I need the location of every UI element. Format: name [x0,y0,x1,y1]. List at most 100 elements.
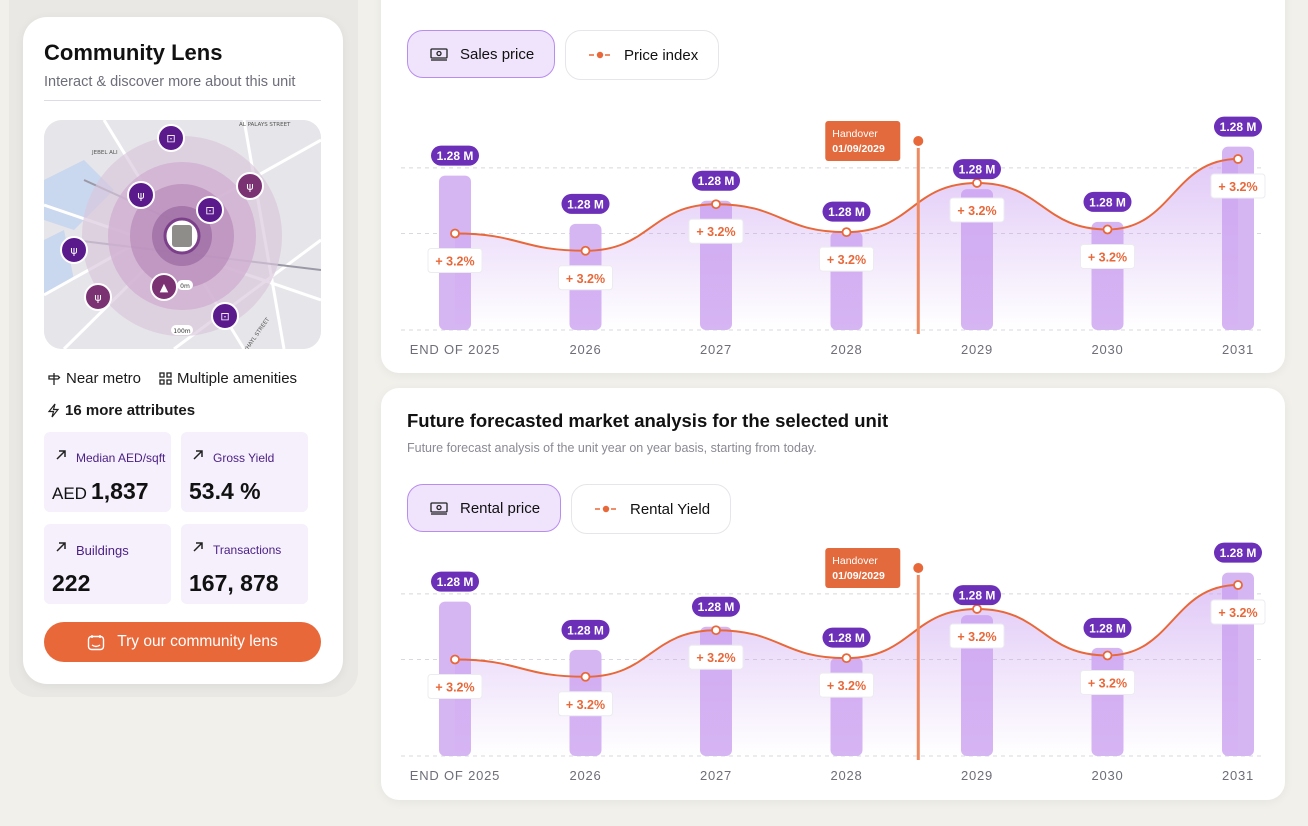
value-label: 1.28 M [567,197,604,211]
handover-dot [911,561,926,575]
percent-label: + 3.2% [827,253,866,267]
toggle-rental-yield[interactable]: Rental Yield [571,484,732,534]
value-label: 1.28 M [698,174,735,188]
value-pill [822,627,871,648]
value-label: 1.28 M [437,575,474,589]
value-label: 1.28 M [959,163,996,177]
value-label: 1.28 M [698,600,735,614]
value-pill [561,619,610,640]
stat-buildings[interactable]: Buildings 222 [44,524,171,604]
percent-label: + 3.2% [1218,606,1257,620]
stat-value: 222 [52,570,91,596]
stat-value: 167, 878 [189,570,279,596]
percent-label-box [688,218,744,244]
category-label: 2026 [569,342,601,357]
stat-value: 53.4 % [189,478,261,504]
value-label: 1.28 M [828,631,865,645]
community-lens-subtitle: Interact & discover more about this unit [44,74,296,90]
category-label: 2028 [830,768,862,783]
stat-label: Transactions [213,543,282,557]
category-label: 2029 [961,768,993,783]
value-pill [692,170,740,191]
rental-price-chart[interactable]: Handover 01/09/2029 + 3.2% 1.28 M END OF 202… [381,388,1285,800]
percent-label: + 3.2% [1088,250,1127,264]
percent-label: + 3.2% [957,204,996,218]
more-attributes-link[interactable]: 16 more attributes [47,402,195,419]
category-label: 2026 [569,768,601,783]
percent-label-box [558,691,613,717]
percent-label-box [558,265,613,291]
percent-label: + 3.2% [566,698,605,712]
value-label: 1.28 M [567,623,604,637]
value-label: 1.28 M [1220,546,1257,560]
category-label: 2027 [700,342,732,357]
svg-text:▲: ▲ [160,281,169,294]
rental-forecast-panel: Future forecasted market analysis for th… [381,388,1285,800]
sales-price-chart[interactable]: Handover 01/09/2029 + 3.2% 1.28 M END OF 202… [381,0,1285,373]
category-label: 2027 [700,768,732,783]
panel-title: Future forecasted market analysis for th… [407,410,889,431]
svg-text:ψ: ψ [137,189,144,202]
line-point [450,654,460,665]
toggle-label: Sales price [460,45,535,63]
toggle-price-index[interactable]: Price index [565,30,720,80]
more-attributes-label: 16 more attributes [65,402,196,419]
line-area [455,585,1238,756]
value-label: 1.28 M [828,205,865,219]
handover-label: Handover [832,128,878,140]
percent-label: + 3.2% [696,651,735,665]
arrow-up-right-icon [193,542,203,552]
percent-label-box [427,247,483,273]
try-community-lens-button[interactable]: Try our community lens [44,622,321,662]
value-pill [822,201,871,222]
svg-text:⊡: ⊡ [205,204,214,217]
percent-label: + 3.2% [957,630,996,644]
line-point [1102,224,1113,235]
line-point [711,625,721,636]
line-legend-icon [589,51,611,59]
toggle-rental-price[interactable]: Rental price [407,484,562,532]
category-label: 2028 [830,342,862,357]
line-point [711,199,721,210]
grid-icon [159,372,172,385]
stat-label: Buildings [76,543,129,558]
feature-near-metro: Near metro [47,370,141,387]
toggle-sales-price[interactable]: Sales price [407,30,556,78]
percent-label-box [949,197,1005,223]
stat-label: Gross Yield [213,451,275,465]
line-point [1233,154,1243,164]
handover-tag [825,121,901,161]
svg-text:⊡: ⊡ [166,132,175,145]
community-map[interactable]: ⊡ ψ ψ ⊡ ψ ψ ▲ ⊡ JEBEL ALI AL PALAYS STREET AL… [44,120,321,349]
community-lens-card: Community Lens Interact & discover more … [23,17,343,684]
percent-label: + 3.2% [435,254,474,268]
percent-label: + 3.2% [435,680,474,694]
category-label: 2030 [1091,768,1123,783]
category-label: 2031 [1222,342,1254,357]
value-pill [1083,617,1132,638]
community-lens-title: Community Lens [44,40,223,65]
handover-label: Handover [832,555,878,567]
line-point [450,228,460,239]
line-area [455,159,1238,330]
percent-label: + 3.2% [696,225,735,239]
stat-median-aed-sqft[interactable]: Median AED/sqft AED 1,837 [44,432,171,512]
panel-subtitle: Future forecast analysis of the unit yea… [407,441,817,455]
value-label: 1.28 M [1220,120,1257,134]
percent-label-box [1210,173,1266,199]
cta-label: Try our community lens [117,633,278,650]
value-pill [1214,116,1262,137]
line-legend-icon [595,505,617,513]
stat-transactions[interactable]: Transactions 167, 878 [181,524,308,604]
value-pill [431,145,479,166]
svg-text:ψ: ψ [70,244,77,257]
stat-gross-yield[interactable]: Gross Yield 53.4 % [181,432,308,512]
stat-value: AED 1,837 [52,478,149,504]
percent-label-box [949,623,1005,649]
handover-tag [825,548,901,588]
value-label: 1.28 M [1089,195,1126,209]
feature-label: Near metro [66,370,142,387]
percent-label-box [1080,243,1135,269]
percent-label-box [819,246,874,272]
banknote-icon [430,48,448,61]
